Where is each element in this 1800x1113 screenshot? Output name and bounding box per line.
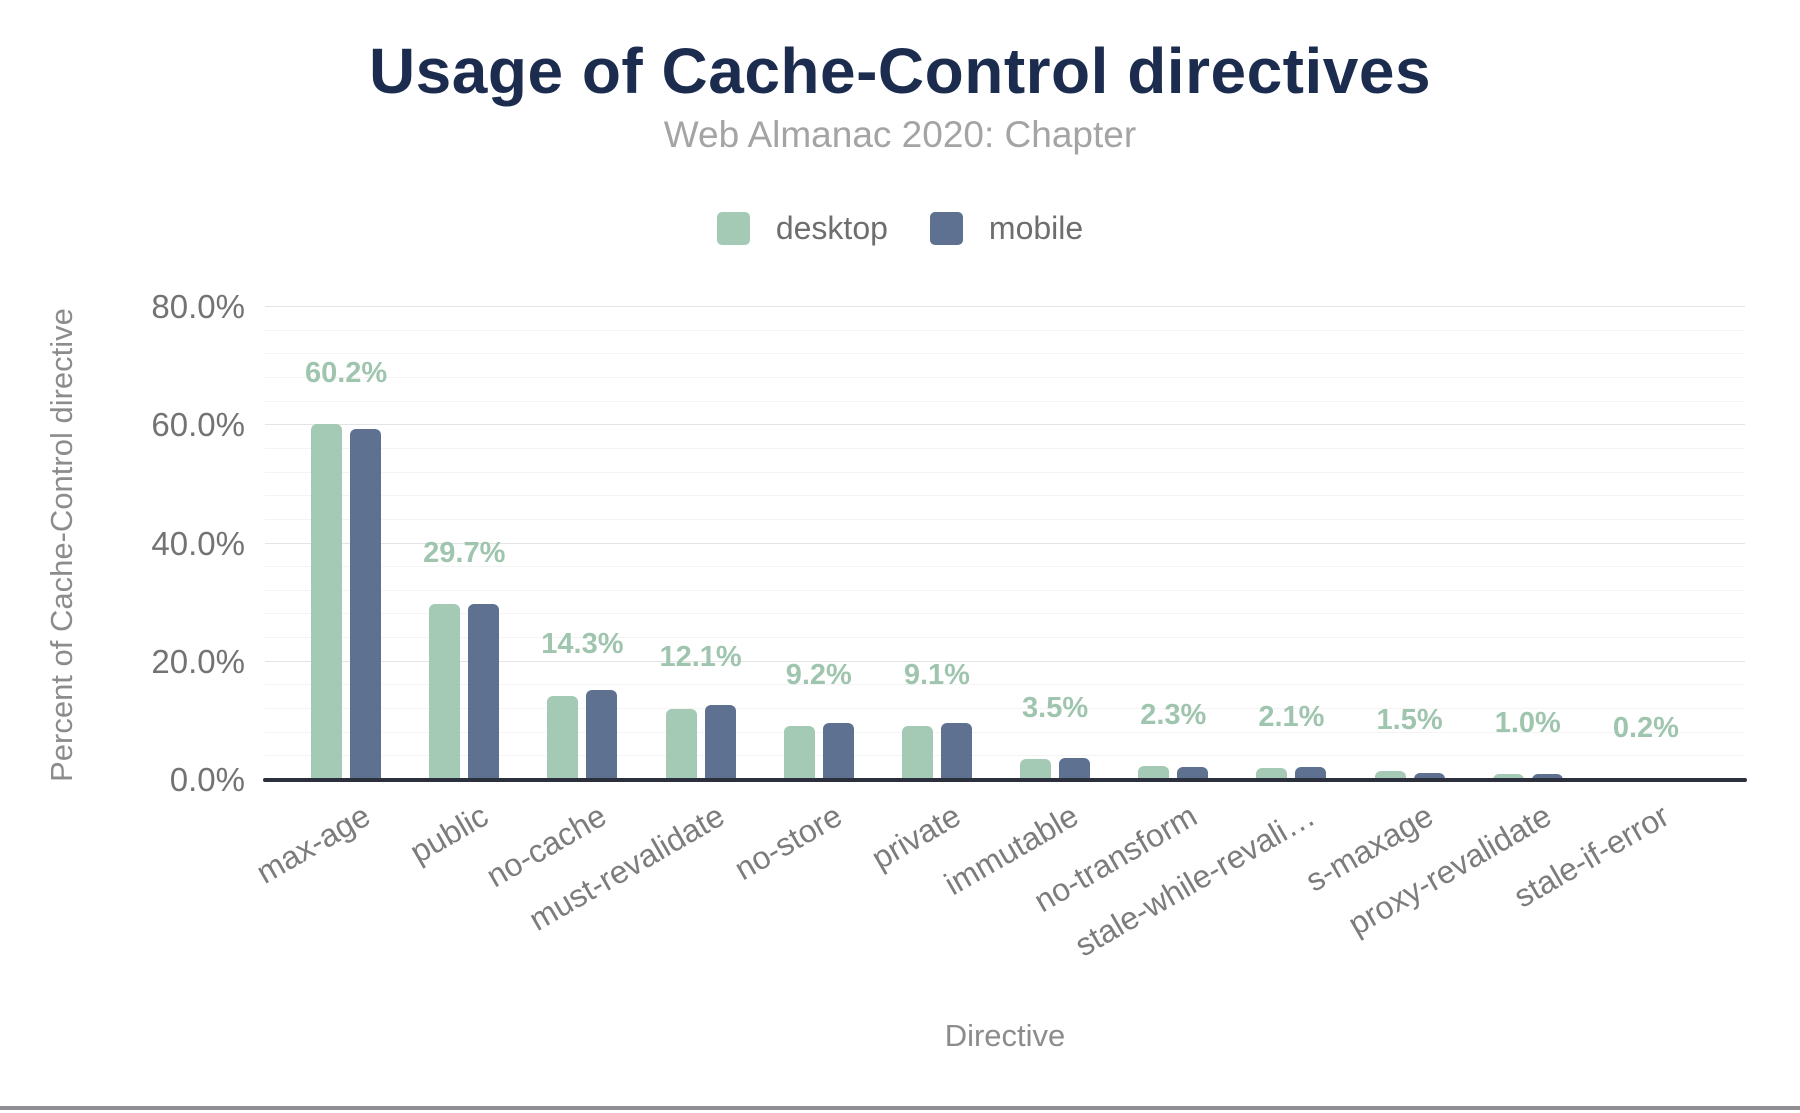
bar-group-no-transform: 2.3% [1138, 699, 1209, 780]
legend: desktop mobile [0, 210, 1800, 247]
desktop-bar[interactable] [901, 726, 933, 780]
bar-value-label: 0.2% [1612, 711, 1679, 744]
mobile-bar[interactable] [1531, 773, 1563, 780]
y-tick-label: 60.0% [151, 406, 245, 444]
major-gridline [265, 306, 1745, 307]
x-axis-title: Directive [944, 1018, 1066, 1053]
minor-gridline [265, 637, 1745, 639]
bar-value-label: 3.5% [1022, 692, 1089, 725]
plot-area: 60.2% 29.7% 14.3% 12.1% 9.2% 9.1% 3.5% 2.3% 2.1%… [265, 306, 1745, 780]
bar-value-label: 9.2% [785, 658, 852, 691]
minor-gridline [265, 518, 1745, 520]
bar-group-stale-while-revali-: 2.1% [1256, 701, 1327, 780]
mobile-bar[interactable] [940, 722, 972, 780]
major-gridline [265, 660, 1745, 662]
bar-value-label: 1.0% [1494, 707, 1561, 740]
minor-gridline [265, 495, 1745, 497]
y-tick-label: 80.0% [151, 288, 245, 325]
major-gridline [265, 542, 1745, 544]
bar-group-proxy-revalidate: 1.0% [1492, 707, 1563, 780]
x-tick-label: public [403, 797, 494, 871]
desktop-bar[interactable] [547, 695, 579, 780]
legend-label-desktop: desktop [775, 210, 888, 246]
mobile-bar[interactable] [350, 428, 382, 780]
desktop-bar[interactable] [1256, 767, 1288, 780]
minor-gridline [265, 755, 1745, 757]
mobile-bar[interactable] [1059, 758, 1091, 780]
minor-gridline [265, 731, 1745, 733]
mobile-bar[interactable] [1413, 772, 1445, 780]
desktop-bar[interactable] [311, 424, 343, 780]
legend-item-mobile[interactable]: mobile [929, 210, 1084, 247]
chart-subtitle: Web Almanac 2020: Chapter [663, 114, 1137, 155]
legend-label-mobile: mobile [988, 210, 1084, 246]
minor-gridline [265, 708, 1745, 710]
bar-value-label: 29.7% [423, 537, 506, 570]
bar-value-label: 2.1% [1258, 700, 1325, 733]
mobile-bar[interactable] [704, 704, 736, 780]
desktop-bar[interactable] [429, 604, 461, 780]
bar-group-no-cache: 14.3% [541, 628, 624, 780]
x-tick-label: no-store [728, 797, 849, 888]
x-tick-label: proxy-revalidate [1342, 797, 1558, 943]
major-gridline [265, 424, 1745, 426]
desktop-swatch-icon [716, 212, 750, 245]
mobile-bar[interactable] [822, 722, 854, 780]
mobile-bar[interactable] [468, 603, 500, 780]
bar-value-label: 1.5% [1376, 704, 1443, 737]
footer-divider [0, 1106, 1800, 1110]
minor-gridline [265, 589, 1745, 591]
minor-gridline [265, 471, 1745, 473]
bar-group-immutable: 3.5% [1020, 692, 1091, 780]
bar-group-no-store: 9.2% [783, 659, 854, 780]
bar-group-must-revalidate: 12.1% [659, 641, 742, 780]
mobile-bar[interactable] [1177, 767, 1209, 780]
desktop-bar[interactable] [665, 708, 697, 780]
minor-gridline [265, 329, 1745, 331]
minor-gridline [265, 613, 1745, 615]
bar-group-public: 29.7% [423, 537, 505, 780]
y-tick-label: 20.0% [151, 642, 245, 680]
minor-gridline [265, 353, 1745, 355]
x-axis-line [263, 778, 1747, 782]
bar-group-s-maxage: 1.5% [1374, 704, 1445, 780]
bar-group-private: 9.1% [901, 659, 972, 780]
minor-gridline [265, 684, 1745, 686]
minor-gridline [265, 376, 1745, 378]
bar-value-label: 2.3% [1140, 699, 1207, 732]
minor-gridline [265, 400, 1745, 402]
mobile-bar[interactable] [586, 689, 618, 780]
legend-item-desktop[interactable]: desktop [716, 210, 888, 247]
y-tick-label: 40.0% [151, 524, 245, 562]
bar-group-max-age: 60.2% [305, 357, 387, 780]
desktop-bar[interactable] [1374, 771, 1406, 780]
y-tick-label: 0.0% [169, 761, 245, 798]
chart-title: Usage of Cache-Control directives [368, 35, 1432, 107]
mobile-bar[interactable] [1295, 767, 1327, 780]
x-tick-label: max-age [249, 797, 376, 891]
desktop-bar[interactable] [1020, 759, 1052, 780]
desktop-bar[interactable] [1492, 774, 1524, 780]
bar-value-label: 60.2% [304, 357, 388, 390]
bar-value-label: 12.1% [659, 641, 742, 674]
minor-gridline [265, 566, 1745, 568]
desktop-bar[interactable] [783, 725, 815, 780]
mobile-swatch-icon [929, 212, 963, 245]
bar-value-label: 9.1% [903, 659, 970, 692]
desktop-bar[interactable] [1138, 766, 1170, 780]
minor-gridline [265, 447, 1745, 449]
bar-value-label: 14.3% [541, 628, 624, 661]
bar-group-stale-if-error: 0.2% [1610, 712, 1681, 780]
